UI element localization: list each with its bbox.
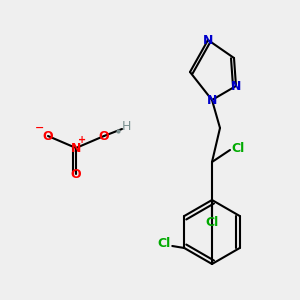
Text: N: N <box>71 142 81 154</box>
Text: −: − <box>35 123 45 133</box>
Text: +: + <box>78 135 86 145</box>
Text: O: O <box>99 130 109 142</box>
Text: Cl: Cl <box>158 238 171 250</box>
Text: N: N <box>207 94 217 106</box>
Text: O: O <box>43 130 53 142</box>
Text: O: O <box>71 167 81 181</box>
Text: H: H <box>121 121 131 134</box>
Text: N: N <box>203 34 213 46</box>
Text: N: N <box>231 80 241 92</box>
Text: Cl: Cl <box>206 215 219 229</box>
Text: Cl: Cl <box>231 142 244 154</box>
